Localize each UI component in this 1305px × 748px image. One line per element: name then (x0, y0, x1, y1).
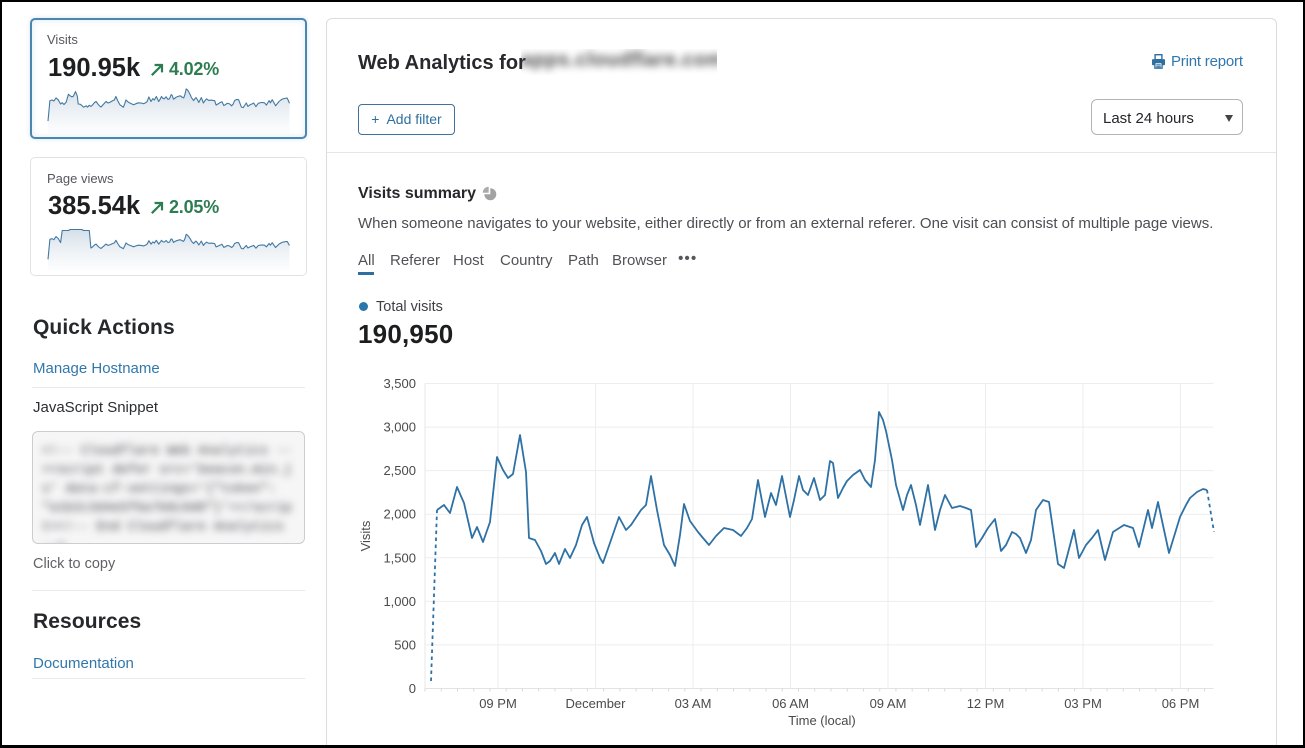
svg-text:500: 500 (394, 637, 416, 652)
svg-text:December: December (566, 696, 627, 711)
svg-text:Visits: Visits (358, 520, 373, 551)
svg-text:09 PM: 09 PM (479, 696, 517, 711)
svg-text:03 PM: 03 PM (1064, 696, 1102, 711)
svg-text:0: 0 (409, 681, 416, 696)
svg-text:3,500: 3,500 (383, 376, 416, 391)
svg-text:06 AM: 06 AM (772, 696, 809, 711)
svg-text:09 AM: 09 AM (870, 696, 907, 711)
svg-text:1,000: 1,000 (383, 594, 416, 609)
svg-text:2,500: 2,500 (383, 463, 416, 478)
svg-text:2,000: 2,000 (383, 507, 416, 522)
svg-text:12 PM: 12 PM (967, 696, 1005, 711)
svg-text:03 AM: 03 AM (675, 696, 712, 711)
svg-text:Time (local): Time (local) (788, 713, 855, 728)
svg-text:1,500: 1,500 (383, 550, 416, 565)
svg-text:3,000: 3,000 (383, 420, 416, 435)
svg-text:06 PM: 06 PM (1162, 696, 1200, 711)
